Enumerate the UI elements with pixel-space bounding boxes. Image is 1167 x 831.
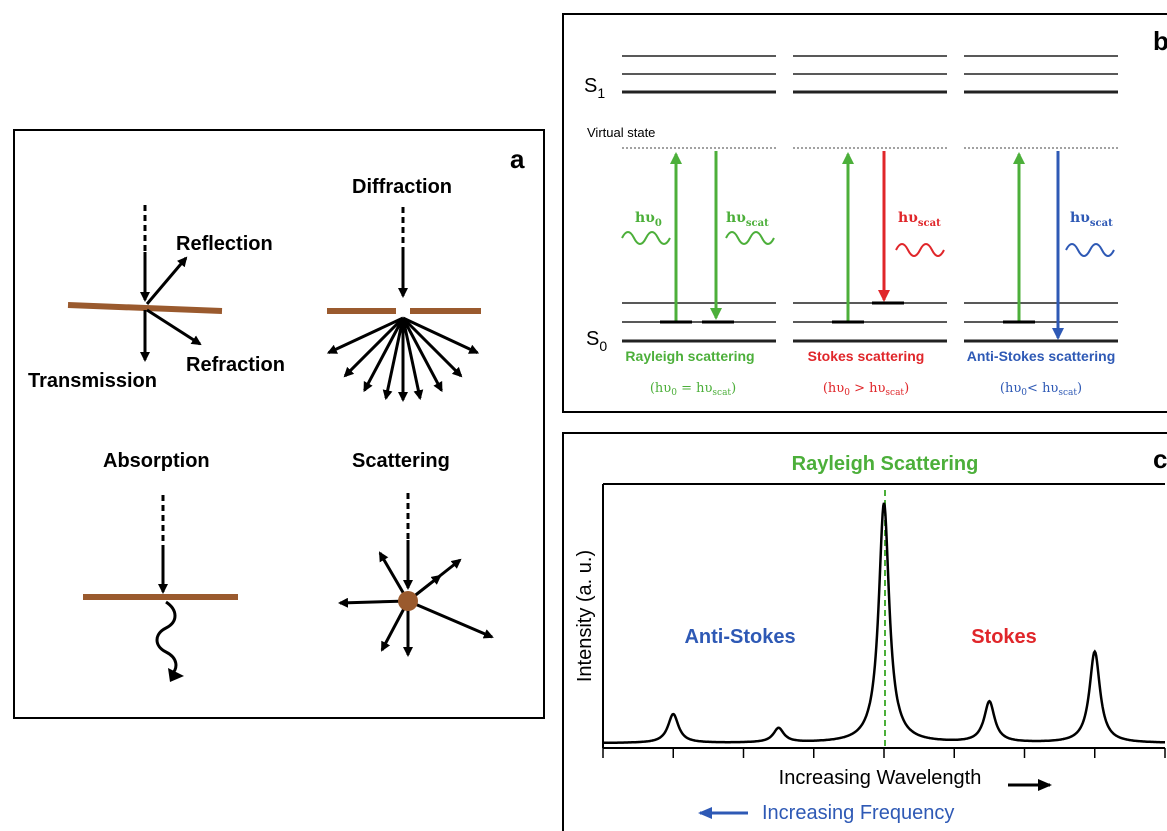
diffraction-ray — [343, 316, 405, 378]
panel-c-letter: c — [1153, 444, 1167, 474]
photon-wave-out — [895, 243, 945, 257]
absorption-diagram: Absorption — [83, 450, 238, 682]
anti-stokes-label: Anti-Stokes — [684, 626, 795, 648]
diffraction-ray — [401, 317, 443, 393]
diffraction-label: Diffraction — [352, 176, 452, 198]
diffraction-ray — [401, 316, 463, 378]
stokes-label: Stokes — [971, 626, 1037, 648]
scattered-ray — [338, 597, 409, 608]
rayleigh-diagram: hυ0 hυscat Rayleigh scattering (hυ0 = hυ… — [621, 151, 775, 398]
photon-out-label: hυscat — [898, 210, 941, 229]
diffraction-ray — [401, 317, 424, 401]
frequency-label: Increasing Frequency — [762, 802, 954, 824]
scattering-diagram: Scattering — [338, 450, 494, 657]
diffraction-ray — [326, 316, 404, 355]
stokes-title: Stokes scattering — [808, 348, 925, 364]
stokes-relation: (hυ0 > hυscat) — [823, 381, 909, 398]
anti-stokes-relation: (hυ0< hυscat) — [1000, 381, 1082, 398]
refraction-arrow — [146, 308, 202, 346]
photon-in-label: hυ0 — [635, 210, 662, 229]
photon-wave-out — [725, 231, 775, 245]
refraction-label: Refraction — [186, 354, 285, 376]
rayleigh-scattering-title: Rayleigh Scattering — [792, 453, 979, 475]
diffraction-ray — [382, 317, 405, 401]
wave-arrowhead — [168, 668, 184, 682]
surface-line — [67, 302, 223, 314]
scattered-ray — [407, 599, 494, 639]
reflection-label: Reflection — [176, 233, 273, 255]
x-ticks — [602, 748, 1166, 758]
virtual-state-label: Virtual state — [587, 125, 655, 140]
rayleigh-relation: (hυ0 = hυscat) — [650, 381, 736, 398]
absorption-label: Absorption — [103, 450, 210, 472]
photon-wave-in — [621, 231, 671, 245]
diffraction-diagram: Diffraction — [326, 176, 481, 402]
s1-label: S1 — [584, 75, 605, 101]
panel-c-frame — [562, 432, 1167, 831]
panel-b-letter: b — [1153, 26, 1167, 56]
x-axis-label: Increasing Wavelength — [779, 767, 982, 789]
photon-wave-out — [1065, 243, 1115, 257]
panel-a-letter: a — [510, 144, 525, 174]
transmission-label: Transmission — [28, 370, 157, 392]
y-axis-label: Intensity (a. u.) — [574, 550, 596, 682]
particle — [398, 591, 418, 611]
scattering-label: Scattering — [352, 450, 450, 472]
photon-out-label: hυscat — [1070, 210, 1113, 229]
spectrum-line — [603, 502, 1165, 745]
panel-b: b S1 Virtual state S0 hυ0 hυscat Rayleig… — [562, 13, 1167, 413]
reflection-arrow — [145, 256, 188, 305]
photon-out-label: hυscat — [726, 210, 769, 229]
diffraction-rays — [326, 316, 480, 402]
panel-a: a Reflection Refraction Transmission Dif… — [13, 129, 545, 719]
diffraction-ray — [402, 316, 480, 355]
diffraction-ray — [363, 317, 405, 393]
absorbed-wave — [155, 600, 178, 676]
anti-stokes-diagram: hυscat Anti-Stokes scattering (hυ0< hυsc… — [967, 151, 1116, 398]
panel-c: c Rayleigh Scattering Intensity (a. u.) … — [562, 432, 1167, 831]
reflection-diagram: Reflection Refraction Transmission — [28, 205, 285, 392]
s0-label: S0 — [586, 328, 607, 354]
panel-a-frame — [13, 129, 545, 719]
panel-b-frame — [562, 13, 1167, 413]
rayleigh-title: Rayleigh scattering — [625, 348, 754, 364]
stokes-diagram: hυscat Stokes scattering (hυ0 > hυscat) — [808, 151, 945, 398]
energy-levels — [622, 55, 1118, 343]
anti-stokes-title: Anti-Stokes scattering — [967, 348, 1116, 364]
